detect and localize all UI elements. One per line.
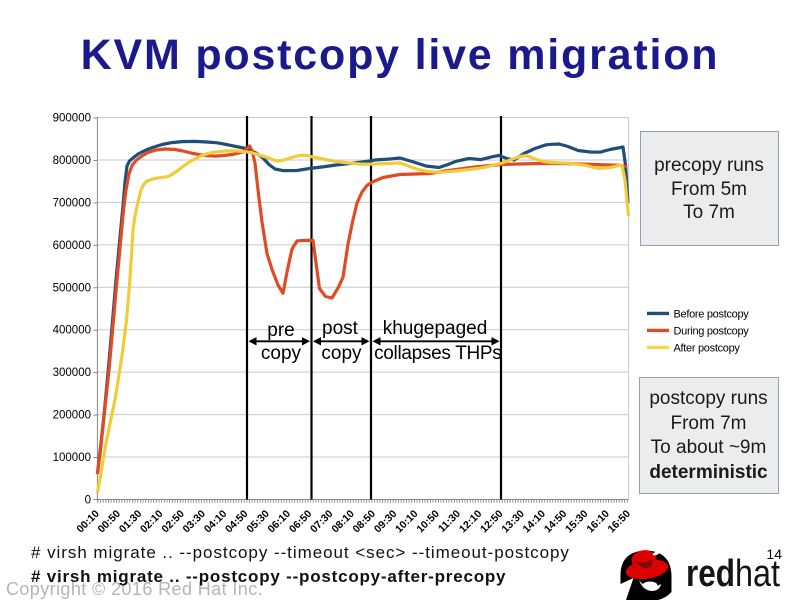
svg-text:After postcopy: After postcopy (674, 343, 741, 355)
svg-text:13:30: 13:30 (499, 508, 527, 536)
svg-text:03:30: 03:30 (181, 508, 209, 536)
svg-text:10:50: 10:50 (414, 508, 442, 536)
svg-text:07:30: 07:30 (308, 508, 336, 536)
svg-text:collapses THPs: collapses THPs (374, 343, 501, 364)
svg-text:00:10: 00:10 (74, 508, 102, 536)
svg-text:Before postcopy: Before postcopy (674, 309, 750, 321)
svg-text:11:30: 11:30 (436, 508, 463, 535)
svg-text:06:50: 06:50 (287, 508, 315, 536)
svg-text:00:50: 00:50 (96, 508, 124, 536)
svg-text:800000: 800000 (53, 155, 91, 167)
svg-text:16:10: 16:10 (584, 508, 612, 536)
svg-text:100000: 100000 (53, 452, 91, 464)
svg-text:post: post (322, 318, 359, 339)
svg-text:14:50: 14:50 (542, 508, 570, 536)
svg-text:08:10: 08:10 (329, 508, 357, 536)
svg-text:red: red (686, 553, 735, 595)
svg-text:During postcopy: During postcopy (674, 326, 750, 338)
svg-text:02:10: 02:10 (138, 508, 166, 536)
svg-text:04:10: 04:10 (202, 508, 230, 536)
svg-text:copy: copy (321, 343, 362, 364)
svg-text:700000: 700000 (53, 197, 91, 209)
svg-text:12:10: 12:10 (457, 508, 485, 536)
svg-text:06:10: 06:10 (266, 508, 294, 536)
svg-text:0: 0 (85, 495, 91, 507)
svg-text:khugepaged: khugepaged (383, 318, 488, 339)
svg-text:500000: 500000 (53, 282, 91, 294)
svg-text:400000: 400000 (53, 325, 91, 337)
svg-text:copy: copy (261, 343, 302, 364)
svg-text:900000: 900000 (53, 113, 91, 125)
svg-text:hat: hat (735, 553, 780, 595)
svg-text:16:50: 16:50 (606, 508, 634, 536)
svg-text:14:10: 14:10 (521, 508, 549, 536)
svg-text:15:30: 15:30 (563, 508, 591, 536)
svg-text:12:50: 12:50 (478, 508, 506, 536)
svg-text:pre: pre (267, 320, 294, 341)
svg-text:09:30: 09:30 (372, 508, 400, 536)
svg-text:600000: 600000 (53, 240, 91, 252)
svg-text:04:50: 04:50 (223, 508, 251, 536)
svg-text:200000: 200000 (53, 410, 91, 422)
svg-text:300000: 300000 (53, 367, 91, 379)
svg-text:08:50: 08:50 (351, 508, 379, 536)
svg-text:02:50: 02:50 (159, 508, 187, 536)
svg-text:10:10: 10:10 (393, 508, 421, 536)
svg-text:01:30: 01:30 (117, 508, 145, 536)
svg-text:05:30: 05:30 (244, 508, 272, 536)
